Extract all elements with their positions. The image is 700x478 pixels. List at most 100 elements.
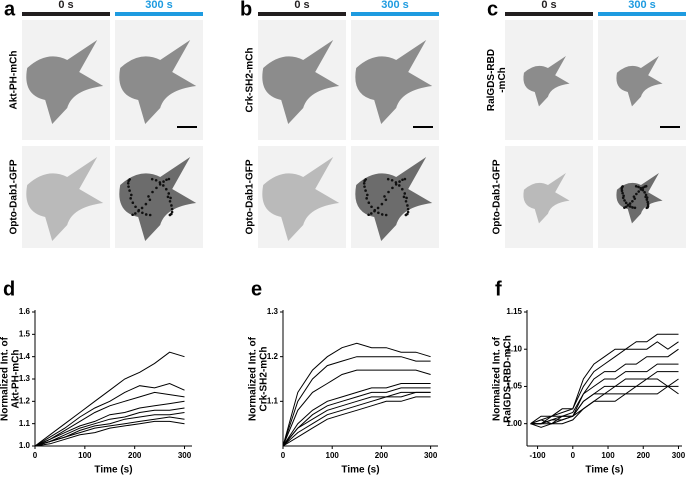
panel-letter: f xyxy=(495,278,502,300)
trace xyxy=(34,351,185,447)
puncta xyxy=(150,177,154,181)
x-tick-label: 300 xyxy=(424,451,438,460)
puncta xyxy=(384,213,388,217)
puncta xyxy=(127,185,130,188)
y-tick-label: 1.6 xyxy=(19,307,31,316)
puncta xyxy=(645,198,649,201)
puncta xyxy=(140,206,144,210)
puncta xyxy=(362,182,366,185)
puncta xyxy=(158,181,162,184)
puncta xyxy=(158,183,162,186)
puncta xyxy=(646,202,650,206)
puncta xyxy=(128,189,131,192)
puncta xyxy=(620,189,624,193)
y-axis-label: Akt-PH-mCh xyxy=(11,350,22,409)
puncta xyxy=(634,184,638,188)
trace xyxy=(530,348,679,425)
time-bar xyxy=(598,12,686,16)
time-bar xyxy=(351,12,439,16)
puncta xyxy=(170,212,173,216)
y-axis-label: RalGDS-RBD-mCh xyxy=(503,335,514,423)
puncta xyxy=(131,201,135,205)
puncta xyxy=(366,193,369,197)
puncta xyxy=(404,199,408,203)
time-bar xyxy=(505,12,593,16)
puncta xyxy=(403,177,407,181)
puncta xyxy=(170,204,173,207)
puncta xyxy=(373,208,377,212)
puncta xyxy=(148,198,152,202)
x-tick-label: 300 xyxy=(178,451,192,460)
cell xyxy=(26,40,104,124)
puncta xyxy=(367,213,370,217)
puncta xyxy=(367,201,371,205)
cell xyxy=(355,157,433,241)
cell xyxy=(523,56,570,107)
x-tick-label: 100 xyxy=(326,451,340,460)
puncta xyxy=(127,179,130,183)
time-bar xyxy=(22,12,110,16)
puncta xyxy=(405,196,408,200)
y-tick-label: 1.1 xyxy=(267,396,279,405)
row-label: Opto-Dab1-GFP xyxy=(9,159,20,234)
panel-letter: e xyxy=(251,278,262,300)
puncta xyxy=(363,179,366,183)
scale-bar xyxy=(413,126,433,128)
puncta xyxy=(167,192,171,195)
puncta xyxy=(162,180,165,183)
y-tick-label: 1.4 xyxy=(19,352,31,361)
puncta xyxy=(364,189,367,192)
y-tick-label: 1.3 xyxy=(19,374,31,383)
panel-letter: a xyxy=(4,0,16,20)
puncta xyxy=(628,202,632,205)
trace xyxy=(34,420,185,447)
puncta xyxy=(147,195,150,198)
puncta xyxy=(637,190,641,193)
panel-letter: c xyxy=(487,0,498,20)
trace xyxy=(34,407,185,447)
puncta xyxy=(394,181,398,184)
x-tick-label: 0 xyxy=(281,451,286,460)
x-tick-label: 0 xyxy=(571,451,576,460)
scale-bar xyxy=(177,126,197,128)
row-label: Akt-PH-mCh xyxy=(9,51,20,110)
x-tick-label: 0 xyxy=(33,451,38,460)
puncta xyxy=(406,204,409,207)
x-axis-label: Time (s) xyxy=(341,465,379,476)
y-tick-label: 1.3 xyxy=(267,307,279,316)
trace xyxy=(530,333,679,425)
puncta xyxy=(628,205,632,208)
puncta xyxy=(621,196,625,200)
puncta xyxy=(144,202,148,206)
time-label: 0 s xyxy=(541,0,556,11)
puncta xyxy=(148,213,152,217)
row-label: -mCh xyxy=(497,67,508,93)
puncta xyxy=(168,199,172,203)
puncta xyxy=(130,193,133,197)
trace xyxy=(282,383,431,447)
time-label: 0 s xyxy=(58,0,73,11)
y-tick-label: 1.15 xyxy=(506,307,522,316)
cell xyxy=(262,40,340,124)
time-bar xyxy=(258,12,346,16)
puncta xyxy=(644,193,648,197)
trace xyxy=(282,391,431,447)
puncta xyxy=(406,210,410,214)
puncta xyxy=(637,185,640,189)
cell xyxy=(26,157,104,241)
x-axis-label: Time (s) xyxy=(585,465,623,476)
trace xyxy=(34,416,185,447)
puncta xyxy=(134,205,137,209)
puncta xyxy=(162,184,165,187)
puncta xyxy=(645,196,649,199)
trace xyxy=(34,391,185,447)
puncta xyxy=(622,194,625,198)
puncta xyxy=(641,188,645,192)
x-tick-label: -100 xyxy=(530,451,547,460)
time-bar xyxy=(115,12,203,16)
y-tick-label: 1.1 xyxy=(19,419,31,428)
y-tick-label: 1.0 xyxy=(19,441,31,450)
puncta xyxy=(126,182,130,185)
time-label: 300 s xyxy=(628,0,656,11)
